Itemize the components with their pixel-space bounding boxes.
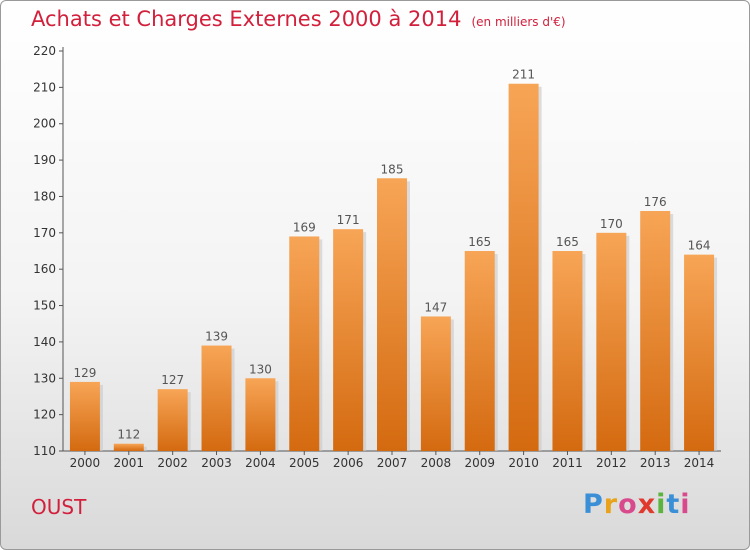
chart-unit: (en milliers d'€) bbox=[471, 15, 566, 29]
bar-value-label: 211 bbox=[512, 68, 535, 82]
logo-letter: i bbox=[656, 489, 667, 520]
x-tick-label: 2001 bbox=[114, 456, 145, 470]
x-tick-label: 2002 bbox=[157, 456, 188, 470]
bar bbox=[333, 229, 364, 451]
x-tick-label: 2006 bbox=[333, 456, 364, 470]
y-tick-label: 110 bbox=[33, 444, 56, 458]
logo-letter: o bbox=[618, 489, 638, 520]
bar bbox=[508, 83, 539, 452]
x-tick-label: 2009 bbox=[464, 456, 495, 470]
x-tick-label: 2005 bbox=[289, 456, 320, 470]
bar-value-label: 185 bbox=[381, 162, 404, 176]
bar bbox=[596, 232, 627, 451]
x-axis: 2000 2001 2002 2003 2004 2005 2006 2007 2008 2009… bbox=[63, 450, 721, 470]
x-tick-label: 2013 bbox=[640, 456, 671, 470]
bar bbox=[377, 178, 407, 452]
bar bbox=[69, 381, 100, 451]
bar-value-label: 170 bbox=[600, 217, 623, 231]
y-tick-label: 140 bbox=[33, 335, 56, 349]
chart-title: Achats et Charges Externes 2000 à 2014 (e… bbox=[31, 7, 566, 31]
logo-letter: P bbox=[583, 489, 604, 520]
x-tick-label: 2004 bbox=[245, 456, 276, 470]
bar bbox=[201, 345, 232, 451]
bar-value-label: 169 bbox=[293, 220, 316, 234]
bar bbox=[113, 443, 144, 451]
logo-letter: r bbox=[603, 489, 619, 520]
bars-group bbox=[69, 83, 718, 452]
bar bbox=[552, 251, 583, 451]
value-labels: 129 112 127 139 130 169 171 185 147 165 211 165 170 1… bbox=[73, 68, 710, 442]
y-tick-label: 190 bbox=[33, 153, 56, 167]
bar bbox=[157, 389, 188, 451]
logo-letter: t bbox=[666, 489, 681, 520]
logo-letter: x bbox=[637, 489, 657, 520]
bar-value-label: 165 bbox=[468, 235, 491, 249]
bar-value-label: 112 bbox=[117, 428, 140, 442]
bar-value-label: 171 bbox=[337, 213, 360, 227]
x-tick-label: 2012 bbox=[596, 456, 627, 470]
bar-value-label: 129 bbox=[73, 366, 96, 380]
y-tick-label: 220 bbox=[33, 44, 56, 58]
y-tick-label: 160 bbox=[33, 262, 56, 276]
logo-letter: i bbox=[680, 489, 691, 520]
y-tick-label: 170 bbox=[33, 226, 56, 240]
bar-value-label: 130 bbox=[249, 362, 272, 376]
bar-value-label: 127 bbox=[161, 373, 184, 387]
y-tick-label: 210 bbox=[33, 80, 56, 94]
bar-value-label: 165 bbox=[556, 235, 579, 249]
x-tick-label: 2014 bbox=[684, 456, 715, 470]
bar bbox=[420, 316, 451, 451]
x-tick-label: 2003 bbox=[201, 456, 232, 470]
bar bbox=[245, 378, 276, 451]
chart-title-text: Achats et Charges Externes 2000 à 2014 bbox=[31, 7, 462, 31]
x-tick-label: 2010 bbox=[508, 456, 539, 470]
commune-name: OUST bbox=[31, 495, 87, 519]
x-tick-label: 2008 bbox=[421, 456, 452, 470]
y-tick-label: 200 bbox=[33, 117, 56, 131]
proxiti-logo: Proxiti bbox=[583, 489, 691, 520]
bar-value-label: 176 bbox=[644, 195, 667, 209]
bar bbox=[684, 254, 715, 451]
bar bbox=[640, 211, 671, 451]
bar bbox=[289, 236, 320, 451]
y-tick-label: 120 bbox=[33, 408, 56, 422]
bar bbox=[464, 251, 495, 451]
y-tick-label: 150 bbox=[33, 299, 56, 313]
bar-value-label: 147 bbox=[424, 300, 447, 314]
x-tick-label: 2007 bbox=[377, 456, 408, 470]
x-tick-label: 2000 bbox=[70, 456, 101, 470]
y-tick-label: 130 bbox=[33, 371, 56, 385]
y-axis: 110 120 130 140 150 160 170 180 190 200 210 220 bbox=[33, 44, 64, 458]
y-tick-label: 180 bbox=[33, 189, 56, 203]
bar-value-label: 139 bbox=[205, 330, 228, 344]
bar-value-label: 164 bbox=[688, 239, 711, 253]
x-tick-label: 2011 bbox=[552, 456, 583, 470]
